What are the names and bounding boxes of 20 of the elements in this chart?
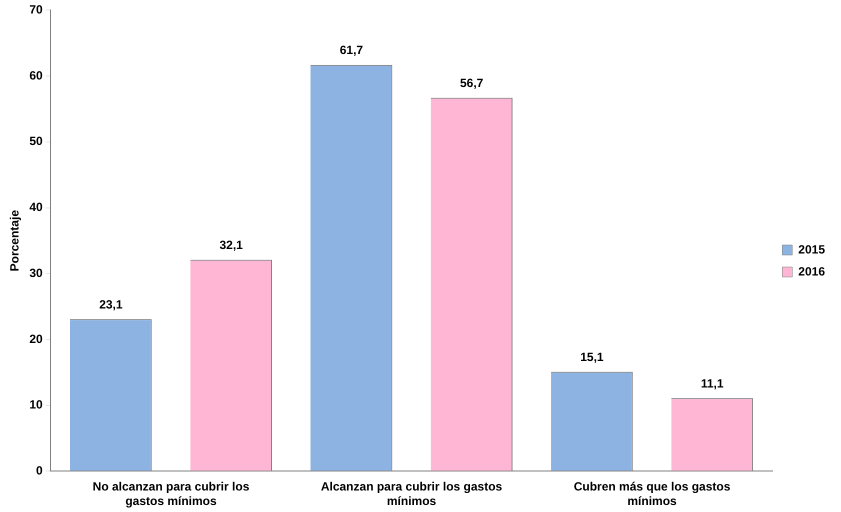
y-axis-title: Porcentaje (8, 210, 22, 272)
data-label: 11,1 (700, 376, 724, 390)
x-tick-label: No alcanzan para cubrir los gastos mínimos (92, 480, 250, 508)
y-tick-label: 20 (29, 332, 44, 346)
data-label: 56,7 (460, 76, 484, 90)
x-tick-label: Cubren más que los gastos mínimos (574, 480, 731, 508)
legend-label: 2015 (798, 242, 826, 256)
data-label: 15,1 (580, 350, 604, 364)
y-tick-label: 40 (29, 200, 44, 214)
y-tick-label: 70 (29, 2, 44, 17)
y-tick-label: 10 (29, 398, 44, 412)
data-label: 23,1 (99, 297, 123, 312)
data-label: 61,7 (340, 43, 364, 58)
data-label: 32,1 (219, 238, 244, 252)
legend-label: 2016 (798, 264, 826, 278)
x-tick-label: Alcanzan para cubrir los gastos mínimos (320, 480, 503, 508)
y-tick-label: 60 (29, 68, 44, 82)
y-tick-label: 30 (29, 266, 44, 280)
y-tick-label: 50 (29, 134, 44, 148)
y-tick-label: 0 (36, 464, 44, 478)
